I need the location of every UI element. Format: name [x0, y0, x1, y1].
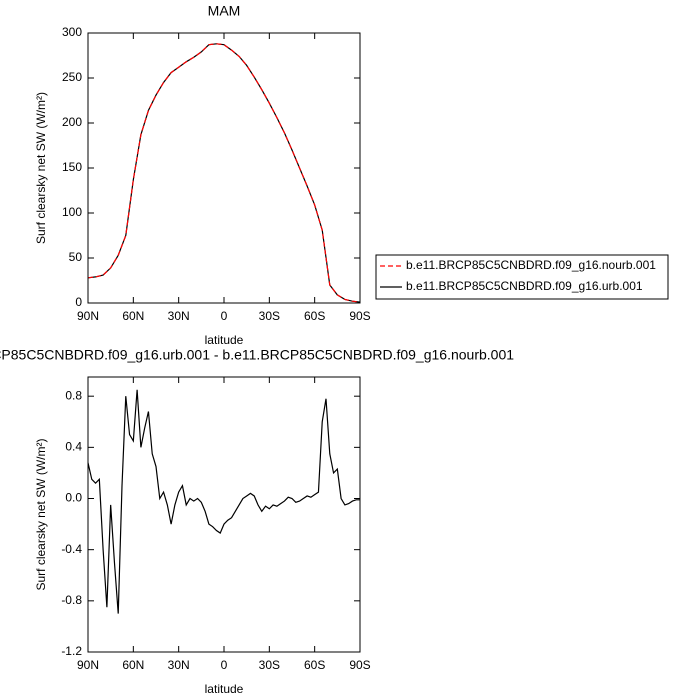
x-tick-label: 30N — [168, 309, 190, 323]
y-axis-label: Surf clearsky net SW (W/m²) — [34, 92, 48, 244]
data-line — [87, 43, 361, 303]
chart-title: MAM — [208, 3, 241, 19]
chart-title: b.e11.BRCP85C5CNBDRD.f09_g16.urb.001 - b… — [0, 347, 514, 363]
y-tick-label: 200 — [62, 115, 82, 129]
x-axis-label: latitude — [205, 333, 244, 347]
legend-box — [375, 254, 669, 300]
x-tick-label: 30S — [259, 658, 280, 672]
plot-frame — [87, 376, 361, 653]
data-line — [87, 43, 361, 303]
x-tick-label: 90S — [349, 309, 370, 323]
x-tick-label: 90N — [77, 309, 99, 323]
x-tick-label: 0 — [221, 658, 228, 672]
x-tick-label: 0 — [221, 309, 228, 323]
y-tick-label: 0.8 — [65, 388, 82, 402]
y-tick-label: 0.0 — [65, 491, 82, 505]
x-tick-label: 90S — [349, 658, 370, 672]
x-tick-label: 60S — [304, 309, 325, 323]
x-axis-label: latitude — [205, 682, 244, 696]
y-axis-label: Surf clearsky net SW (W/m²) — [34, 438, 48, 590]
y-tick-label: 150 — [62, 160, 82, 174]
legend-label: b.e11.BRCP85C5CNBDRD.f09_g16.urb.001 — [406, 279, 643, 293]
y-tick-label: 0.4 — [65, 440, 82, 454]
data-line — [87, 389, 360, 614]
y-tick-label: -1.2 — [61, 644, 82, 658]
legend-label: b.e11.BRCP85C5CNBDRD.f09_g16.nourb.001 — [406, 258, 656, 272]
x-tick-label: 30S — [259, 309, 280, 323]
y-tick-label: -0.4 — [61, 542, 82, 556]
y-tick-label: 250 — [62, 70, 82, 84]
y-tick-label: 0 — [75, 295, 82, 309]
x-tick-label: 60S — [304, 658, 325, 672]
y-tick-label: 300 — [62, 25, 82, 39]
y-tick-label: 50 — [69, 250, 83, 264]
plot-frame — [87, 32, 361, 304]
x-tick-label: 30N — [168, 658, 190, 672]
y-tick-label: 100 — [62, 205, 82, 219]
x-tick-label: 60N — [122, 658, 144, 672]
y-tick-label: -0.8 — [61, 593, 82, 607]
x-tick-label: 60N — [122, 309, 144, 323]
x-tick-label: 90N — [77, 658, 99, 672]
